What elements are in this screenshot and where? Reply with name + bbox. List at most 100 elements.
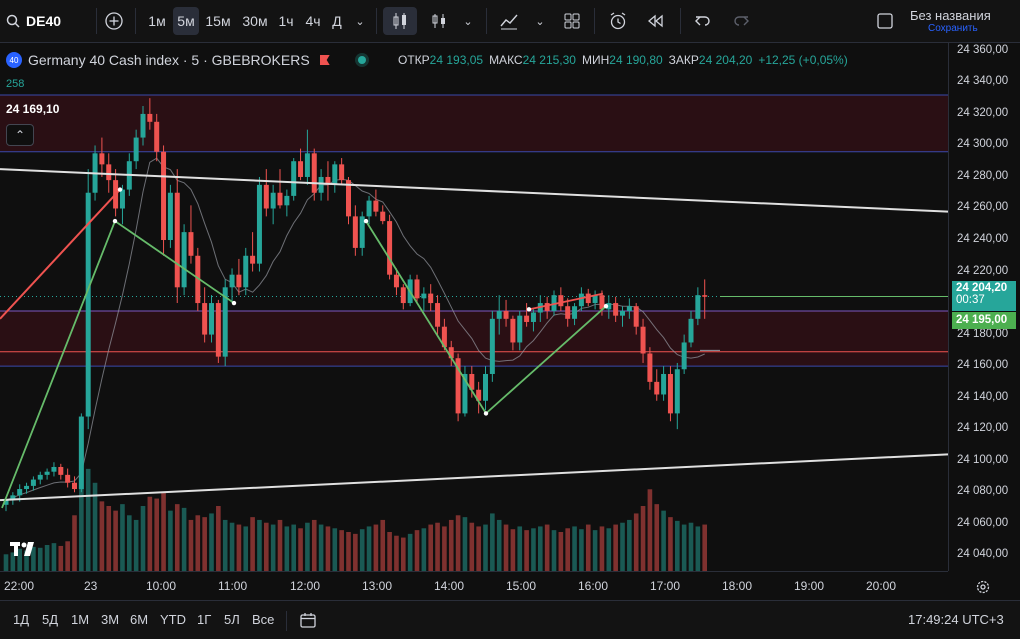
compare-symbol-button[interactable] xyxy=(101,7,127,35)
candle-body xyxy=(195,255,201,304)
time-tick: 12:00 xyxy=(290,579,321,593)
redo-button[interactable] xyxy=(728,7,754,35)
price-tick: 24 060,00 xyxy=(957,516,1009,529)
volume-bar xyxy=(592,530,598,571)
volume-bar xyxy=(448,519,454,571)
candle-body xyxy=(421,293,427,299)
divider xyxy=(594,8,595,34)
trendline-upper xyxy=(0,168,948,213)
bars-icon xyxy=(432,14,445,28)
range-3m[interactable]: 3М xyxy=(101,612,120,627)
volume-bar xyxy=(216,506,221,571)
volume-bar xyxy=(174,504,180,571)
high-label: МАКС xyxy=(489,53,523,67)
chart-type-button[interactable] xyxy=(425,7,453,35)
candle-body xyxy=(400,287,406,304)
candle-body xyxy=(65,474,71,483)
flag-icon xyxy=(319,55,330,65)
interval-1m[interactable]: 1м xyxy=(148,13,166,29)
calendar-icon xyxy=(300,613,316,628)
price-tick: 24 300,00 xyxy=(957,138,1009,151)
candle-body xyxy=(3,500,9,505)
range-1m[interactable]: 1М xyxy=(71,612,90,627)
interval-4h[interactable]: 4ч xyxy=(305,13,321,29)
candlestick-chart xyxy=(0,94,948,571)
range-all[interactable]: Все xyxy=(252,612,275,627)
candle-body xyxy=(448,347,454,359)
time-tick: 19:00 xyxy=(794,579,825,593)
interval-15m[interactable]: 15м xyxy=(205,13,231,29)
volume-bar xyxy=(113,510,118,571)
layout-button[interactable] xyxy=(559,7,585,35)
go-to-date-button[interactable] xyxy=(298,610,318,633)
symbol-search[interactable]: DE40 xyxy=(6,7,61,35)
volume-bar xyxy=(133,519,139,571)
drawing-red-line xyxy=(0,188,121,320)
candle-body xyxy=(37,474,43,480)
volume-bar xyxy=(675,520,680,571)
volume-bar xyxy=(579,529,584,571)
volume-bar xyxy=(531,528,536,571)
candle-body xyxy=(24,485,30,490)
range-1d[interactable]: 1Д xyxy=(13,612,30,627)
bottom-toolbar: 1Д 5Д 1М 3М 6М YTD 1Г 5Л Все 17:49:24 UT… xyxy=(0,600,1020,639)
candle-body xyxy=(174,192,180,288)
layout-toggle-button[interactable] xyxy=(872,7,898,35)
interval-1d[interactable]: Д xyxy=(332,13,342,29)
candle-body xyxy=(578,293,584,307)
settings-button[interactable] xyxy=(972,576,994,598)
chart-pane[interactable] xyxy=(0,43,948,571)
range-5d[interactable]: 5Д xyxy=(42,612,59,627)
volume-bar xyxy=(85,468,91,571)
save-status[interactable]: Сохранить xyxy=(928,23,978,34)
undo-button[interactable] xyxy=(690,7,716,35)
range-ytd[interactable]: YTD xyxy=(160,612,186,627)
indicators-chevron-icon[interactable]: ⌄ xyxy=(535,15,545,28)
candle-body xyxy=(585,293,591,304)
alert-button[interactable] xyxy=(604,7,632,35)
clock[interactable]: 17:49:24 UTC+3 xyxy=(908,612,1004,627)
candle-body xyxy=(592,295,598,304)
range-6m[interactable]: 6М xyxy=(130,612,149,627)
drawing-anchor-point xyxy=(603,304,609,309)
volume-bar xyxy=(10,552,16,571)
range-5y[interactable]: 5Л xyxy=(224,612,240,627)
time-axis[interactable]: 22:00 23 10:00 11:00 12:00 13:00 14:00 15:00 16:… xyxy=(0,571,948,600)
replay-button[interactable] xyxy=(642,7,670,35)
interval-dropdown-chevron-icon[interactable]: ⌄ xyxy=(355,15,365,28)
candles-chart-type-button[interactable] xyxy=(383,7,417,35)
candle-body xyxy=(140,113,146,138)
volume-value: 258 xyxy=(6,78,25,90)
candle-body xyxy=(58,466,64,475)
volume-bar xyxy=(270,524,276,571)
candle-body xyxy=(503,310,509,319)
layout-name[interactable]: Без названия xyxy=(910,8,991,23)
volume-bar xyxy=(236,524,242,571)
price-tick: 24 240,00 xyxy=(957,233,1009,245)
volume-bar xyxy=(305,522,310,571)
volume-bar xyxy=(359,529,365,571)
square-icon xyxy=(877,13,893,29)
interval-30m[interactable]: 30м xyxy=(242,13,268,29)
alarm-clock-icon xyxy=(610,12,626,30)
high-value: 24 215,30 xyxy=(522,53,576,67)
collapse-legend-button[interactable]: ⌃ xyxy=(6,124,34,146)
volume-bar xyxy=(325,526,331,571)
time-tick: 15:00 xyxy=(506,579,537,593)
candle-body xyxy=(572,306,578,319)
candle-body xyxy=(236,274,242,288)
drawing-anchor-point xyxy=(483,411,489,416)
search-icon xyxy=(6,14,20,28)
chart-type-chevron-icon[interactable]: ⌄ xyxy=(463,15,473,28)
interval-5m[interactable]: 5м xyxy=(173,7,199,35)
indicators-button[interactable] xyxy=(495,7,523,35)
candle-body xyxy=(462,373,468,414)
chevron-up-icon: ⌃ xyxy=(14,128,26,142)
time-tick: 20:00 xyxy=(866,579,897,593)
candle-body xyxy=(181,232,187,288)
interval-1h[interactable]: 1ч xyxy=(278,13,294,29)
volume-bar xyxy=(298,528,303,571)
range-1y[interactable]: 1Г xyxy=(197,612,212,627)
volume-bar xyxy=(661,510,666,571)
candle-body xyxy=(133,137,139,162)
